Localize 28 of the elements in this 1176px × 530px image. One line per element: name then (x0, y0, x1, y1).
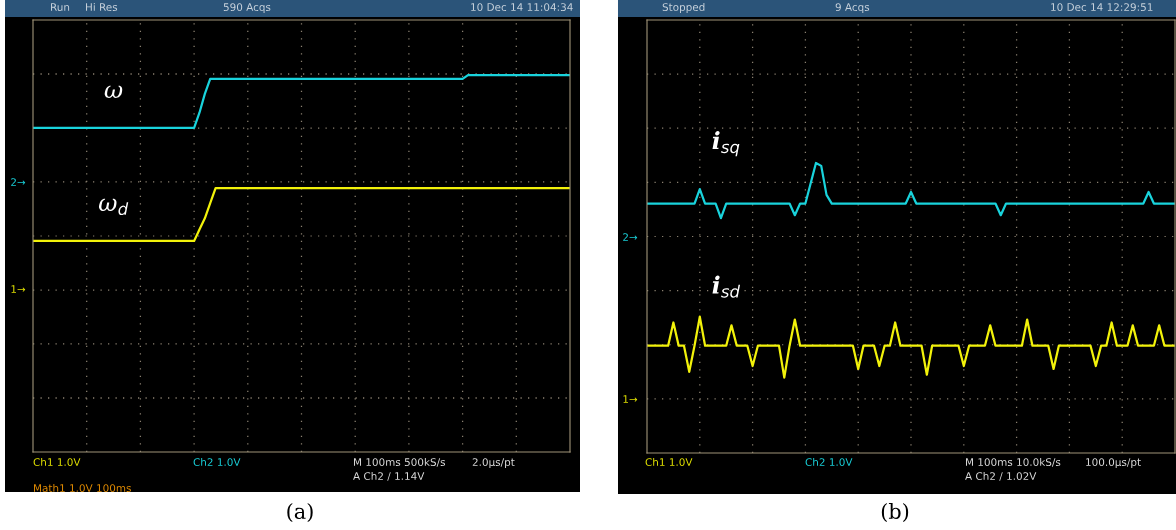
text: Ch2 1.0V (805, 457, 853, 467)
text: A Ch2 / 1.02V (965, 471, 1037, 481)
text: 590 Acqs (223, 3, 271, 14)
text: 1→ (11, 285, 26, 293)
series-label: ω (104, 85, 123, 98)
series-label: i$_{sd}$ (712, 275, 741, 298)
text: Ch1 1.0V (33, 457, 81, 467)
text: 2→ (623, 233, 638, 241)
text: Ch1 1.0V (645, 457, 693, 467)
text: 2→ (11, 178, 26, 186)
text: (a) (287, 502, 313, 522)
text: Stopped (662, 2, 705, 14)
text: Ch2 1.0V (193, 457, 241, 467)
text: 100.0µs/pt (1086, 458, 1141, 469)
text: Run (51, 3, 70, 12)
text: M 100ms 500kS/s (354, 457, 446, 467)
text: 2.0µs/pt (472, 458, 515, 469)
text: M 100ms 10.0kS/s (966, 457, 1061, 467)
text: A Ch2 / 1.14V (353, 471, 425, 481)
text: 10 Dec 14 11:04:34 (471, 3, 573, 12)
text: 1→ (623, 395, 638, 403)
text: 10 Dec 14 12:29:51 (1051, 3, 1153, 12)
text: Math1 1.0V 100ms (34, 483, 131, 493)
text: (b) (881, 502, 909, 522)
text: 9 Acqs (835, 3, 870, 14)
text: Hi Res (86, 2, 118, 12)
series-label: i$_{sq}$ (712, 131, 740, 157)
series-label: ω$_{d}$ (98, 198, 129, 216)
